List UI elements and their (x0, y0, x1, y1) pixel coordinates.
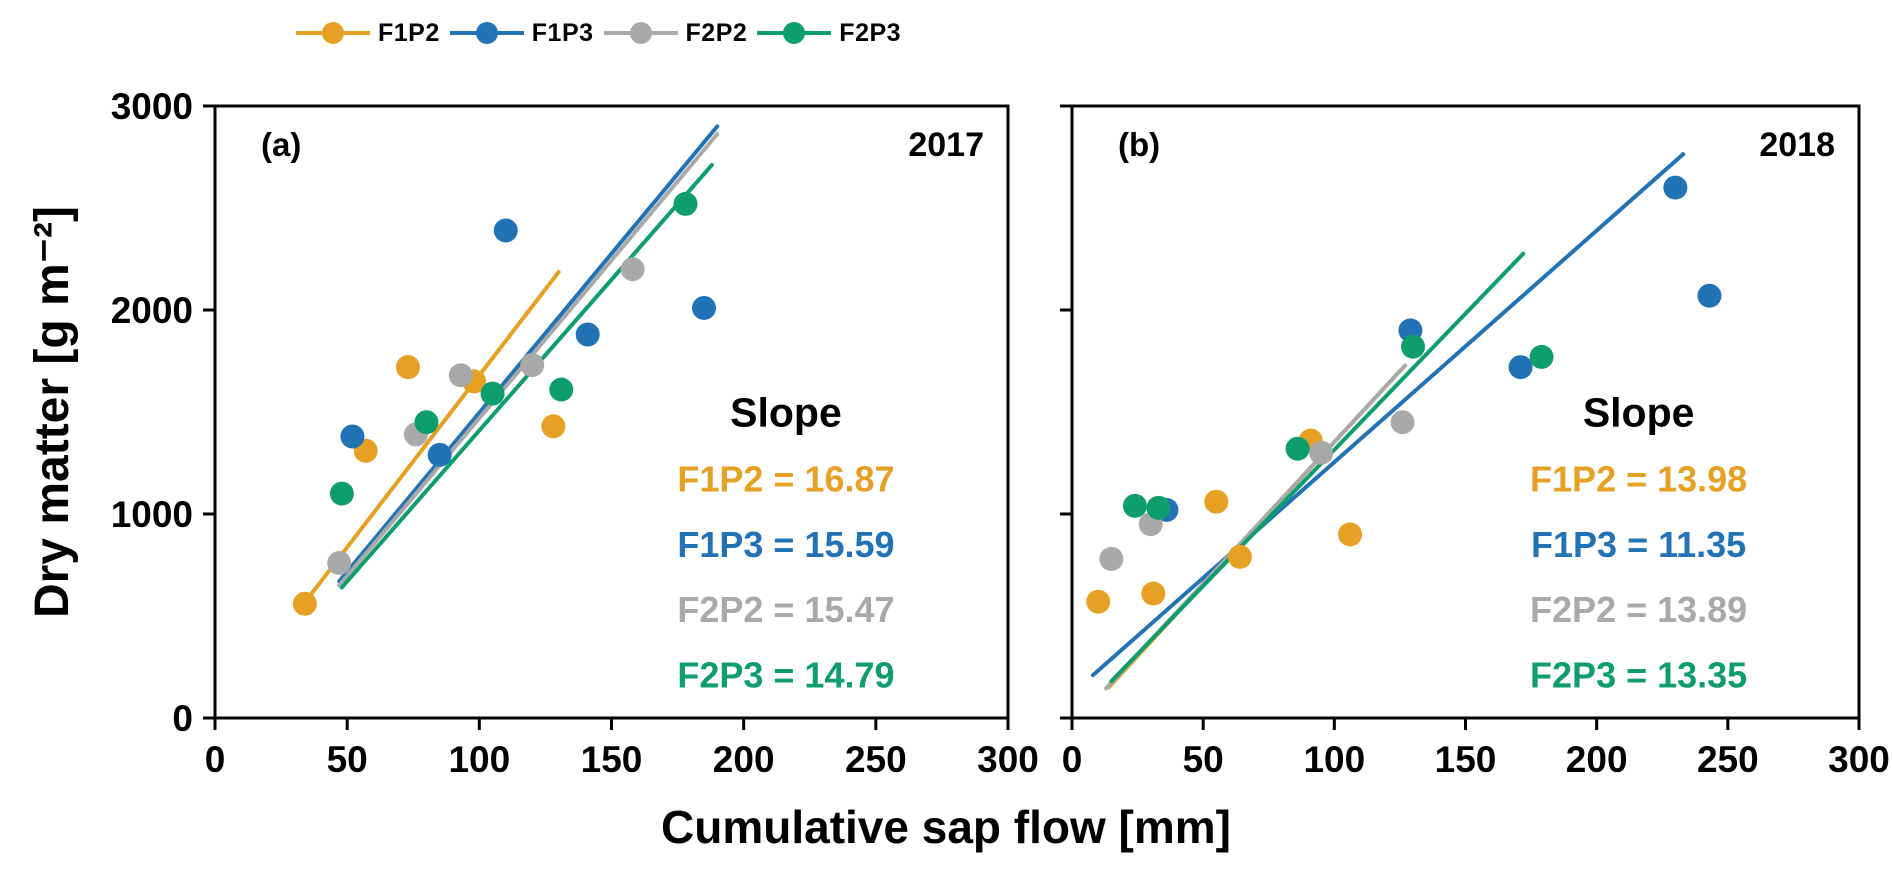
y-tick-label: 0 (172, 698, 193, 739)
year-label: 2017 (908, 126, 984, 164)
y-axis-label: Dry matter [g m⁻²] (26, 205, 79, 619)
x-tick-label: 150 (581, 739, 643, 780)
data-point-F2P2 (327, 550, 352, 575)
x-tick-label: 250 (1697, 739, 1759, 780)
data-point-F1P2 (1338, 522, 1363, 547)
legend-dot (783, 22, 806, 44)
data-point-F1P2 (1141, 581, 1166, 606)
legend: F1P2 F1P3 F2P2 F2P3 (296, 10, 911, 56)
legend-item-F2P2: F2P2 (603, 18, 748, 48)
data-point-F1P3 (1697, 283, 1722, 308)
legend-dot (475, 22, 498, 44)
data-point-F2P2 (1390, 410, 1415, 435)
x-tick-label: 150 (1435, 739, 1497, 780)
x-tick-label: 0 (1062, 739, 1083, 780)
legend-label: F2P3 (839, 18, 902, 47)
year-label: 2018 (1759, 126, 1835, 164)
data-point-F2P3 (1146, 495, 1171, 520)
data-point-F2P3 (549, 377, 574, 402)
data-point-F2P2 (1099, 546, 1124, 571)
slope-entry-F1P2: F1P2 = 16.87 (677, 459, 894, 500)
data-point-F2P2 (448, 363, 473, 388)
data-point-F1P2 (541, 414, 566, 439)
x-tick-label: 300 (1828, 739, 1890, 780)
panel-label: (a) (261, 126, 301, 163)
fit-line-F2P3 (339, 162, 714, 590)
slope-entry-F2P2: F2P2 = 13.89 (1530, 589, 1747, 630)
plot-border (1070, 104, 1861, 720)
data-point-F1P3 (1508, 355, 1533, 380)
data-point-F2P3 (480, 381, 505, 406)
x-tick-label: 300 (977, 739, 1039, 780)
panel-label: (b) (1118, 126, 1160, 163)
y-tick-label: 1000 (111, 494, 193, 535)
data-point-F1P3 (427, 442, 452, 467)
x-tick-label: 200 (1566, 739, 1628, 780)
fit-line-F1P3 (1090, 152, 1686, 678)
data-point-F2P3 (329, 481, 354, 506)
slope-entry-F1P2: F1P2 = 13.98 (1530, 459, 1747, 500)
legend-marker-F1P2-icon (296, 22, 370, 44)
data-point-F2P3 (1285, 436, 1310, 461)
data-point-F2P3 (414, 410, 439, 435)
data-point-F1P2 (1227, 544, 1252, 569)
fit-line-F2P3 (1109, 251, 1526, 684)
data-point-F2P3 (1122, 493, 1147, 518)
y-tick-label: 2000 (111, 290, 193, 331)
panel-b-2018-chart: 0 50 100 150 200 250 300 (b) 2018 Slope F1P2 = 13.… (1060, 104, 1890, 780)
legend-label: F1P2 (378, 18, 440, 47)
slope-title: Slope (730, 389, 842, 435)
data-point-F1P3 (340, 424, 365, 449)
data-point-F2P3 (1529, 344, 1554, 369)
legend-dot (322, 22, 344, 44)
legend-marker-F1P3-icon (449, 22, 524, 44)
data-point-F1P2 (1204, 489, 1229, 514)
data-point-F1P3 (575, 322, 600, 347)
data-point-F2P2 (520, 353, 545, 378)
legend-item-F1P3: F1P3 (449, 18, 594, 48)
legend-label: F1P3 (531, 18, 594, 47)
plot-border (213, 104, 1010, 720)
x-tick-label: 0 (205, 739, 226, 780)
x-tick-label: 250 (845, 739, 907, 780)
slope-entry-F2P2: F2P2 = 15.47 (677, 589, 894, 630)
legend-dot (629, 22, 652, 44)
data-point-F1P3 (1663, 175, 1688, 200)
legend-item-F2P3: F2P3 (757, 18, 901, 48)
legend-marker-F2P3-icon (757, 22, 832, 44)
x-axis-label: Cumulative sap flow [mm] (661, 801, 1231, 853)
x-tick-label: 50 (1183, 739, 1224, 780)
data-point-F1P2 (292, 591, 317, 616)
data-point-F2P2 (1309, 440, 1334, 465)
data-point-F2P3 (673, 191, 698, 216)
data-point-F1P3 (493, 218, 518, 243)
legend-item-F1P2: F1P2 (296, 18, 440, 48)
fit-line-F1P2 (300, 270, 561, 608)
slope-entry-F1P3: F1P3 = 15.59 (677, 524, 894, 565)
x-tick-label: 50 (327, 739, 368, 780)
slope-entry-F1P3: F1P3 = 11.35 (1531, 524, 1746, 565)
x-tick-label: 100 (1303, 739, 1365, 780)
y-tick-label: 3000 (111, 86, 193, 127)
x-tick-label: 100 (448, 739, 510, 780)
legend-marker-F2P2-icon (603, 22, 678, 44)
x-tick-label: 200 (713, 739, 775, 780)
data-point-F2P3 (1401, 334, 1426, 359)
data-point-F1P3 (692, 295, 717, 320)
slope-entry-F2P3: F2P3 = 13.35 (1530, 654, 1747, 695)
legend-label: F2P2 (685, 18, 748, 47)
slope-title: Slope (1583, 389, 1695, 435)
data-point-F1P2 (1086, 589, 1111, 614)
data-point-F1P2 (395, 355, 420, 380)
data-point-F2P2 (620, 257, 645, 282)
slope-entry-F2P3: F2P3 = 14.79 (677, 654, 894, 695)
